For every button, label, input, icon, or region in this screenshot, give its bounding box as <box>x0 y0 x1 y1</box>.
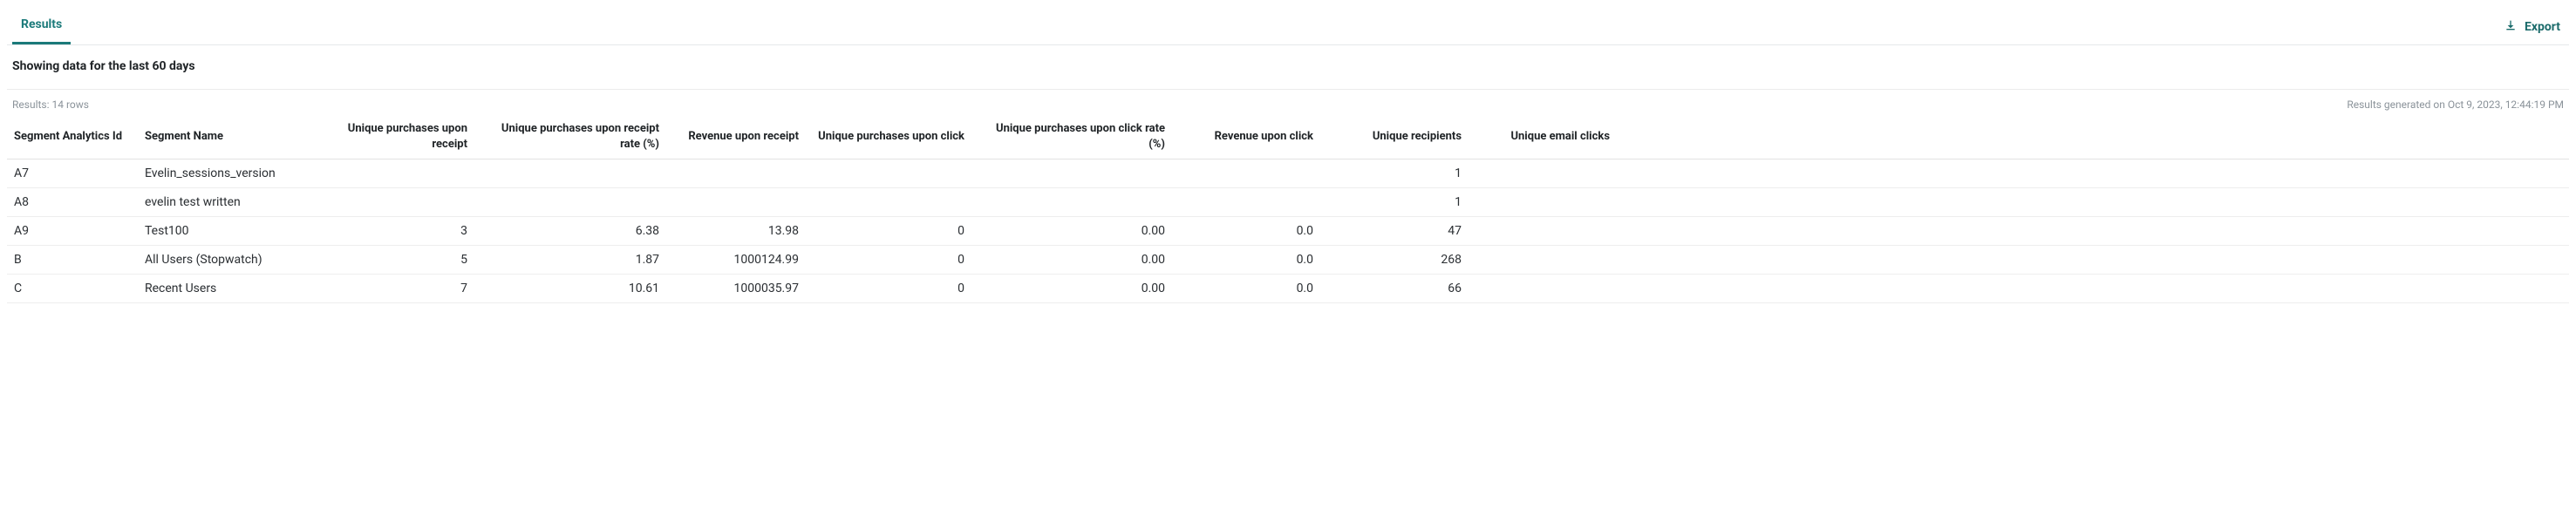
cell-segment-name: Test100 <box>145 224 319 238</box>
cell-segment-id: C <box>14 282 127 295</box>
col-upr[interactable]: Unique purchases upon receipt <box>337 121 467 152</box>
cell-upc: 0 <box>816 224 964 238</box>
table-row: A8 evelin test written 1 <box>7 188 2569 217</box>
cell-upr-rate: 1.87 <box>485 253 659 267</box>
cell-segment-id: A7 <box>14 166 127 180</box>
cell-recipients: 66 <box>1331 282 1462 295</box>
cell-recipients: 268 <box>1331 253 1462 267</box>
cell-recipients: 47 <box>1331 224 1462 238</box>
results-generated-time: Results generated on Oct 9, 2023, 12:44:… <box>2347 98 2564 111</box>
cell-upc: 0 <box>816 282 964 295</box>
col-upr-rate[interactable]: Unique purchases upon receipt rate (%) <box>485 121 659 152</box>
table-row: A7 Evelin_sessions_version 1 <box>7 159 2569 188</box>
cell-recipients: 1 <box>1331 166 1462 180</box>
cell-rev-click: 0.0 <box>1182 253 1313 267</box>
col-recipients[interactable]: Unique recipients <box>1331 129 1462 145</box>
date-range-subtitle: Showing data for the last 60 days <box>7 45 2569 90</box>
results-row-count: Results: 14 rows <box>12 98 89 111</box>
col-rev-click[interactable]: Revenue upon click <box>1182 129 1313 145</box>
table-row: B All Users (Stopwatch) 5 1.87 1000124.99 0 0.… <box>7 246 2569 275</box>
results-table: Segment Analytics Id Segment Name Unique… <box>7 114 2569 303</box>
col-segment-id[interactable]: Segment Analytics Id <box>14 129 127 145</box>
cell-segment-name: All Users (Stopwatch) <box>145 253 319 267</box>
cell-segment-id: B <box>14 253 127 267</box>
cell-rev-receipt: 13.98 <box>677 224 799 238</box>
cell-upr: 3 <box>337 224 467 238</box>
download-icon <box>2504 18 2518 36</box>
cell-upr: 5 <box>337 253 467 267</box>
table-row: C Recent Users 7 10.61 1000035.97 0 0.00 0.0 66 <box>7 275 2569 303</box>
cell-recipients: 1 <box>1331 195 1462 209</box>
cell-upr-rate: 6.38 <box>485 224 659 238</box>
results-meta: Results: 14 rows Results generated on Oc… <box>7 90 2569 114</box>
cell-segment-name: Evelin_sessions_version <box>145 166 319 180</box>
col-email-clicks[interactable]: Unique email clicks <box>1479 129 1610 145</box>
export-label: Export <box>2525 20 2560 34</box>
cell-upc-rate: 0.00 <box>982 224 1165 238</box>
tab-bar: Results Export <box>7 9 2569 45</box>
cell-rev-click: 0.0 <box>1182 282 1313 295</box>
table-header-row: Segment Analytics Id Segment Name Unique… <box>7 114 2569 159</box>
table-row: A9 Test100 3 6.38 13.98 0 0.00 0.0 47 <box>7 217 2569 246</box>
cell-rev-click: 0.0 <box>1182 224 1313 238</box>
cell-rev-receipt: 1000124.99 <box>677 253 799 267</box>
col-segment-name[interactable]: Segment Name <box>145 129 319 145</box>
cell-upr-rate: 10.61 <box>485 282 659 295</box>
cell-upc-rate: 0.00 <box>982 282 1165 295</box>
cell-upc: 0 <box>816 253 964 267</box>
cell-upc-rate: 0.00 <box>982 253 1165 267</box>
cell-segment-id: A8 <box>14 195 127 209</box>
export-button[interactable]: Export <box>2500 13 2564 41</box>
col-upc[interactable]: Unique purchases upon click <box>816 129 964 145</box>
cell-segment-id: A9 <box>14 224 127 238</box>
col-upc-rate[interactable]: Unique purchases upon click rate (%) <box>982 121 1165 152</box>
cell-upr: 7 <box>337 282 467 295</box>
col-rev-receipt[interactable]: Revenue upon receipt <box>677 129 799 145</box>
cell-rev-receipt: 1000035.97 <box>677 282 799 295</box>
cell-segment-name: Recent Users <box>145 282 319 295</box>
tab-results[interactable]: Results <box>12 9 71 44</box>
cell-segment-name: evelin test written <box>145 195 319 209</box>
